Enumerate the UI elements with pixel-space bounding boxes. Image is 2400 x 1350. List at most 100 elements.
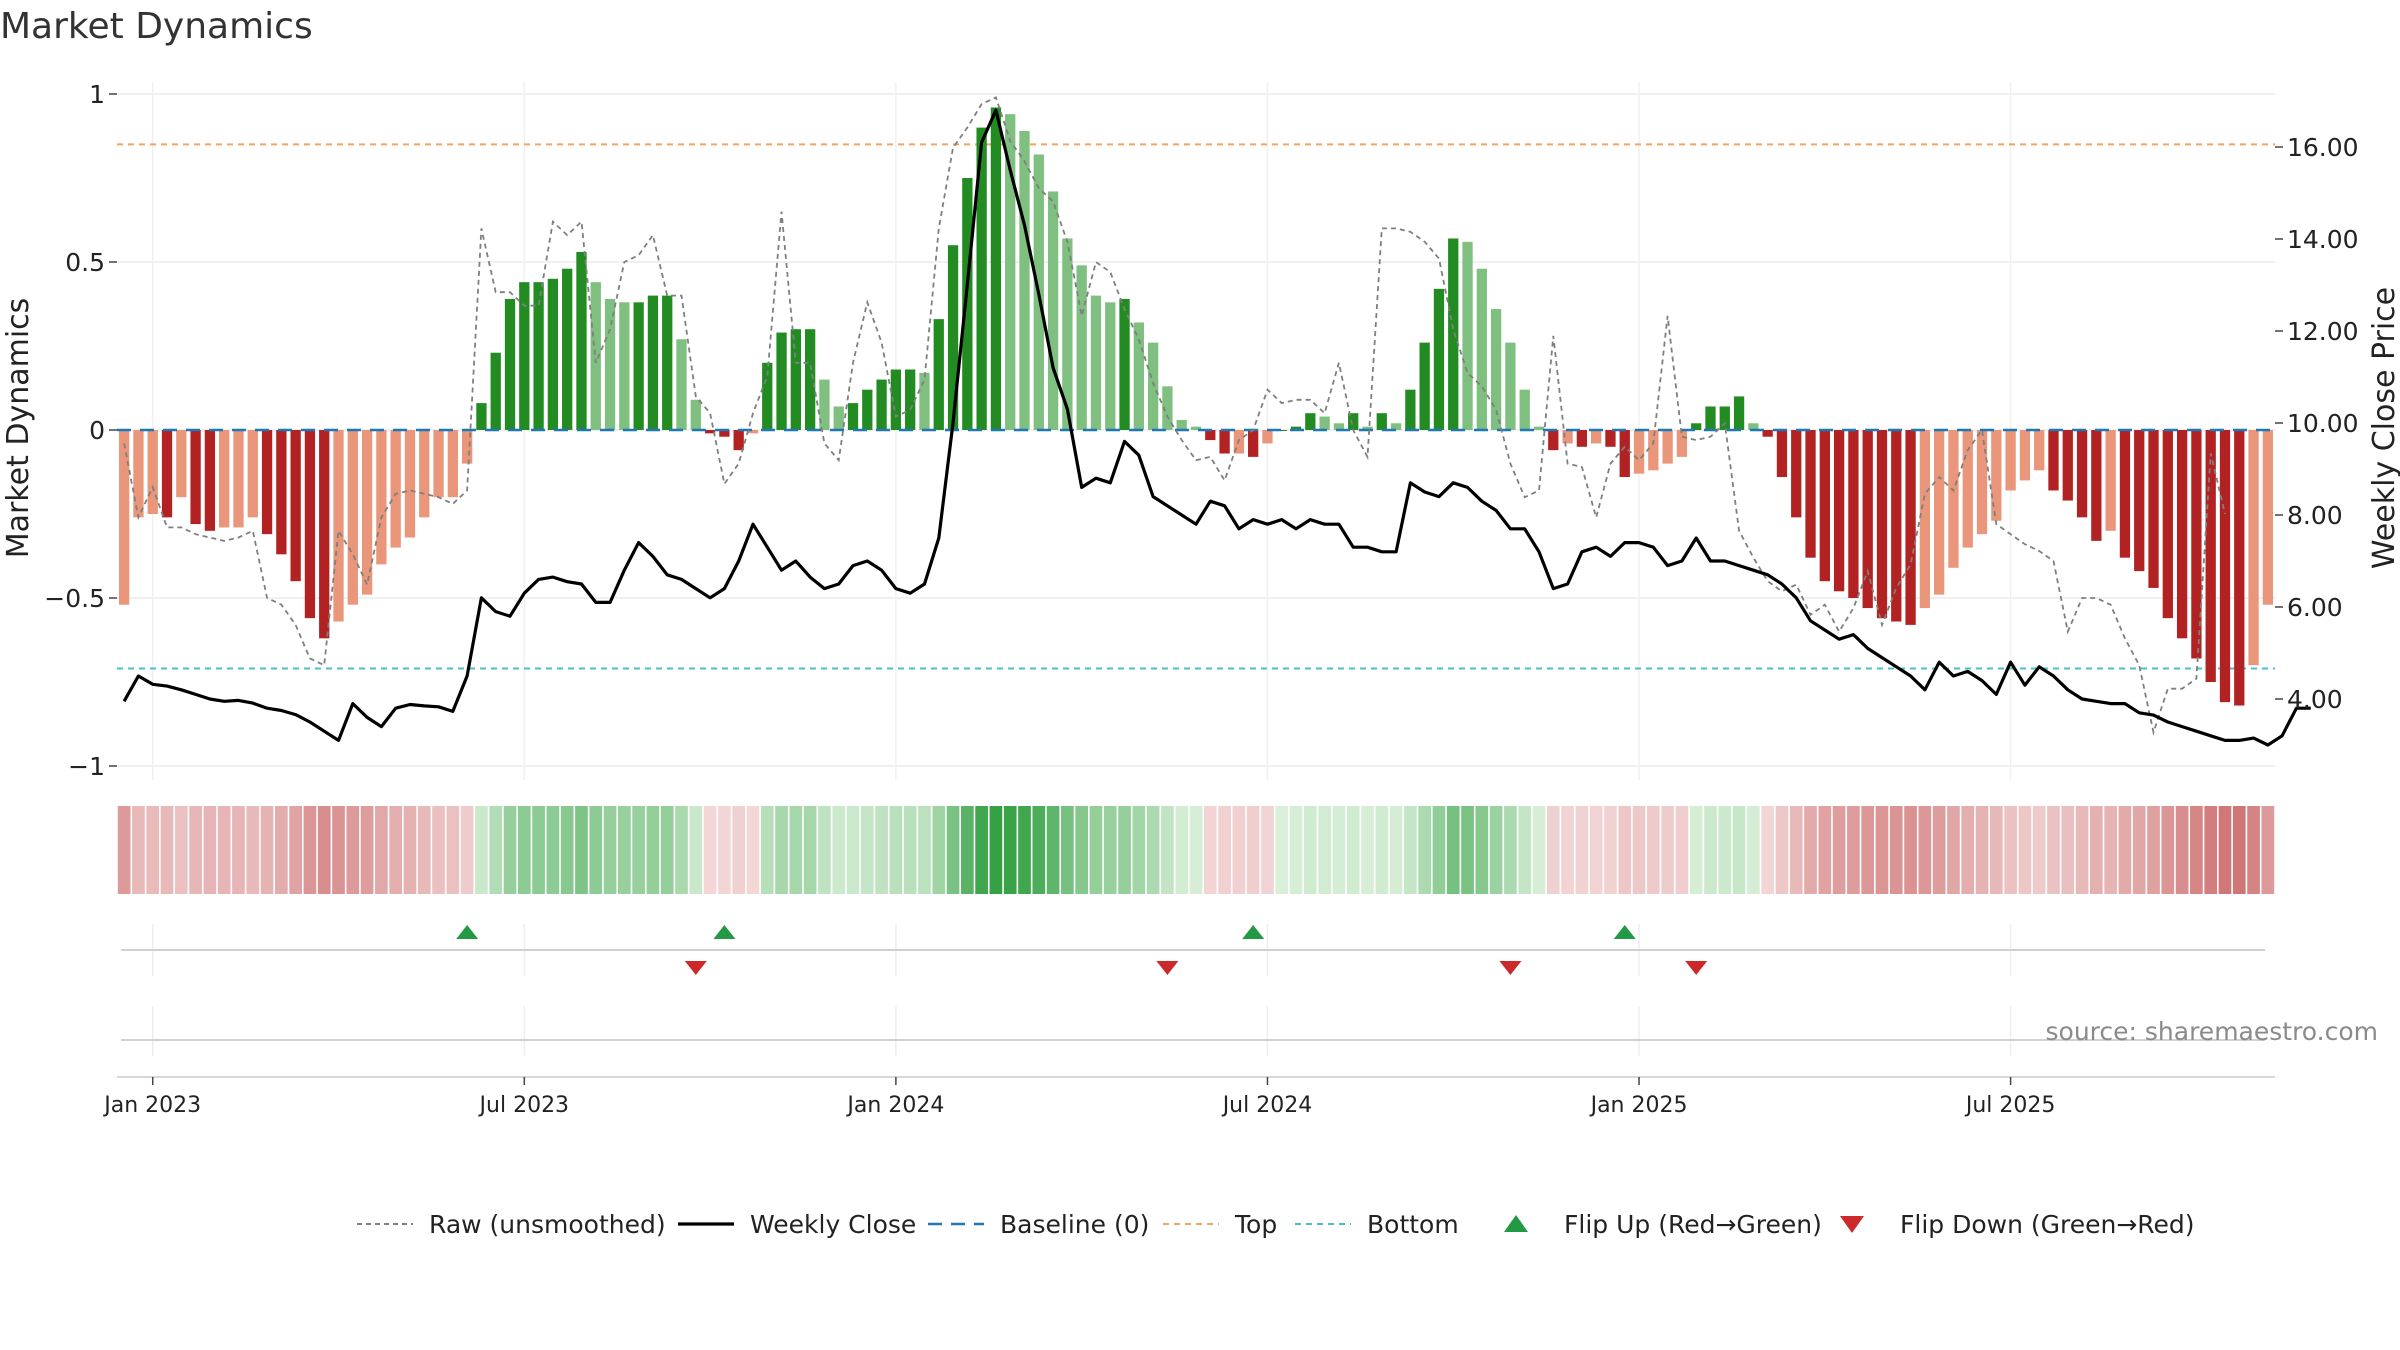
momentum-bar <box>905 369 916 430</box>
momentum-bar <box>2148 430 2159 588</box>
heat-cell <box>1889 806 1903 894</box>
heat-cell <box>1003 806 1017 894</box>
heat-cell <box>703 806 717 894</box>
momentum-bar <box>662 295 673 430</box>
heat-cell <box>2147 806 2160 894</box>
momentum-bar <box>1948 430 1959 568</box>
heat-cell <box>489 806 503 894</box>
momentum-bar <box>2019 430 2031 481</box>
heat-cell <box>2032 806 2046 894</box>
heat-cell <box>1747 806 1760 894</box>
momentum-bar <box>876 379 887 430</box>
heat-cell <box>1132 806 1146 894</box>
heat-cell <box>1704 806 1717 894</box>
heat-cell <box>1561 806 1574 894</box>
momentum-bar <box>190 430 201 525</box>
momentum-bar <box>2091 430 2102 541</box>
momentum-bar <box>1805 430 1816 558</box>
heat-cell <box>860 806 874 894</box>
heat-cell <box>1818 806 1832 894</box>
heat-cell <box>1947 806 1960 894</box>
heat-cell <box>1961 806 1975 894</box>
y2-tick-label: 12.00 <box>2287 317 2359 346</box>
heat-cell <box>360 806 374 894</box>
momentum-bar <box>1691 423 1702 430</box>
legend-label: Baseline (0) <box>1000 1210 1149 1239</box>
momentum-bar <box>1133 322 1144 430</box>
heat-cell <box>2004 806 2017 894</box>
momentum-bar <box>719 430 730 437</box>
y2-tick-label: 16.00 <box>2287 133 2359 162</box>
x-tick-label: Jul 2023 <box>478 1093 570 1118</box>
heat-cell <box>189 806 202 894</box>
axes: 1 0.5 0 −0.5 −1 16.00 14.00 12.00 10.00 8.00 6.00 4… <box>44 80 2358 781</box>
heat-cell <box>1289 806 1303 894</box>
flip-down-marker <box>1685 961 1708 975</box>
momentum-bar <box>404 430 416 538</box>
heat-cell <box>1018 806 1031 894</box>
momentum-bar <box>1433 288 1445 430</box>
x-axis: Jan 2023 Jul 2023 Jan 2024 Jul 2024 Jan 2025… <box>102 1076 2275 1118</box>
heat-cell <box>117 806 131 894</box>
heat-cell <box>818 806 831 894</box>
flip-down-marker <box>684 961 707 975</box>
heat-cell <box>1332 806 1346 894</box>
momentum-bar <box>976 127 987 430</box>
momentum-bar <box>204 430 216 531</box>
momentum-bar <box>1376 413 1387 430</box>
y-tick-label: −1 <box>68 752 105 781</box>
momentum-bar <box>276 430 287 555</box>
momentum-bar <box>847 403 859 430</box>
heat-cell <box>1046 806 1060 894</box>
heat-cell <box>532 806 545 894</box>
heat-cell <box>2047 806 2060 894</box>
momentum-bar <box>361 430 373 595</box>
heat-cell <box>2161 806 2175 894</box>
heat-cell <box>1589 806 1603 894</box>
momentum-bar <box>1005 114 1016 430</box>
momentum-bar <box>319 430 330 639</box>
heat-cell <box>1389 806 1403 894</box>
raw-series-line <box>123 96 2226 736</box>
heat-cell <box>1918 806 1932 894</box>
heat-cell <box>2061 806 2075 894</box>
legend-label: Bottom <box>1367 1210 1459 1239</box>
heat-cell <box>403 806 417 894</box>
momentum-bar <box>990 107 1002 430</box>
momentum-bar <box>1776 430 1788 478</box>
momentum-bar <box>1934 430 1945 595</box>
momentum-bar <box>647 295 659 430</box>
momentum-bar <box>304 430 316 619</box>
chart-title: Market Dynamics <box>0 6 313 47</box>
heat-cell <box>1575 806 1589 894</box>
series-lines <box>117 96 2311 747</box>
y2-tick-label: 6.00 <box>2287 593 2343 622</box>
momentum-bar <box>1462 241 1473 430</box>
momentum-bar <box>1648 430 1659 471</box>
momentum-bar <box>576 251 587 430</box>
momentum-bar <box>604 298 616 430</box>
momentum-bar <box>1533 426 1545 430</box>
heat-cell <box>2247 806 2260 894</box>
momentum-bar <box>2176 430 2188 639</box>
heat-cell <box>975 806 988 894</box>
momentum-bar <box>119 430 130 605</box>
momentum-bar <box>762 362 773 430</box>
heat-cell <box>689 806 703 894</box>
heat-cell <box>1261 806 1274 894</box>
momentum-bar <box>547 278 559 430</box>
heat-cell <box>1904 806 1917 894</box>
heat-cell <box>303 806 317 894</box>
heat-cell <box>1203 806 1217 894</box>
heat-cell <box>1418 806 1432 894</box>
legend-label: Raw (unsmoothed) <box>429 1210 666 1239</box>
momentum-bar <box>833 406 844 430</box>
momentum-bar <box>1833 430 1845 592</box>
heat-cell <box>1732 806 1746 894</box>
momentum-bar <box>2134 430 2145 572</box>
flip-down-marker <box>1499 961 1522 975</box>
momentum-bar <box>1719 406 1730 430</box>
y2-tick-label: 4.00 <box>2287 685 2343 714</box>
heat-cell <box>660 806 674 894</box>
heat-cell <box>1604 806 1617 894</box>
